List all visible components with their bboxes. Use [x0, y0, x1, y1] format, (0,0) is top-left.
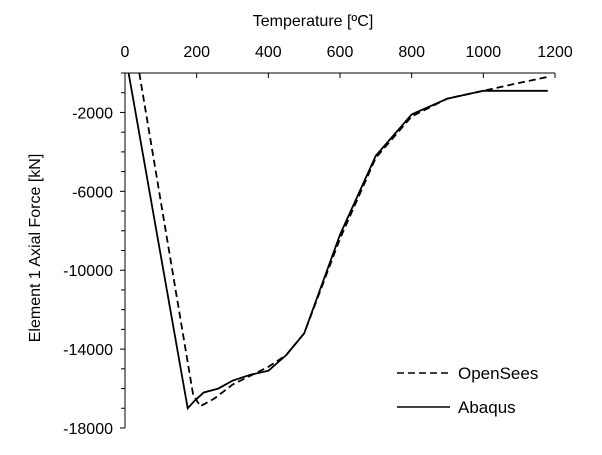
series-line-opensees: [138, 72, 548, 408]
x-tick-label: 400: [255, 44, 282, 61]
legend-label-abaqus: Abaqus: [458, 398, 516, 417]
x-tick-label: 0: [121, 44, 130, 61]
x-tick-label: 1000: [466, 44, 502, 61]
plot-area: 0 200 400 600 800 1000 1200 -2000 -6000 -10000 -1…: [63, 44, 573, 438]
x-ticks: 0 200 400 600 800 1000 1200: [121, 44, 573, 78]
series-line-abaqus: [127, 72, 548, 411]
x-tick-label: 800: [398, 44, 425, 61]
y-axis-title: Element 1 Axial Force [kN]: [27, 154, 44, 343]
y-tick-label: -18000: [63, 421, 113, 438]
legend-label-opensees: OpenSees: [458, 364, 538, 383]
x-axis-title: Temperature [ºC]: [253, 13, 374, 30]
y-tick-label: -6000: [72, 184, 113, 201]
y-tick-label: -14000: [63, 342, 113, 359]
x-tick-label: 200: [183, 44, 210, 61]
legend: OpenSees Abaqus: [397, 364, 538, 417]
y-tick-label: -10000: [63, 263, 113, 280]
x-tick-label: 1200: [537, 44, 573, 61]
x-tick-label: 600: [327, 44, 354, 61]
y-tick-label: -2000: [72, 105, 113, 122]
series-layer: [127, 72, 548, 411]
y-ticks: -2000 -6000 -10000 -14000 -18000: [63, 72, 125, 438]
